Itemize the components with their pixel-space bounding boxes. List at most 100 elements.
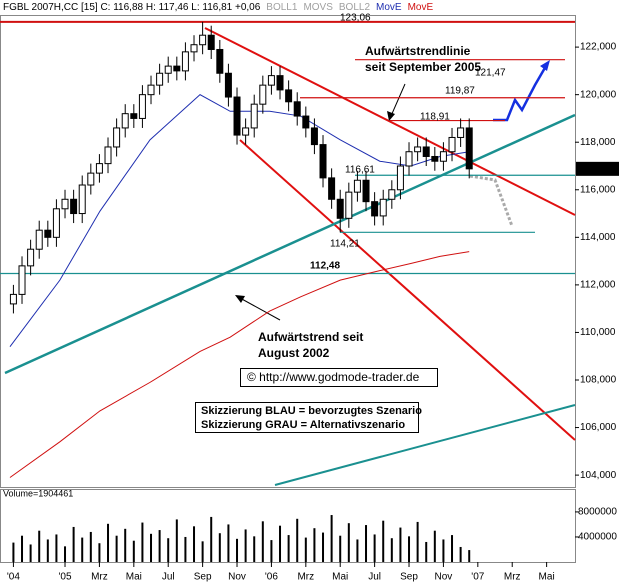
- volume-bar: [416, 521, 419, 562]
- level-label: 119,87: [445, 86, 475, 97]
- volume-bar: [132, 540, 135, 562]
- volume-bar: [218, 533, 221, 562]
- volume-bar: [227, 524, 230, 562]
- candle-body: [147, 84, 155, 96]
- volume-bar: [373, 534, 376, 562]
- arrowhead: [235, 295, 245, 303]
- candle-body: [233, 96, 241, 136]
- volume-bar: [459, 546, 462, 562]
- arrowhead: [387, 111, 395, 121]
- candle-body: [87, 172, 95, 186]
- volume-label: Volume=1904461: [3, 488, 73, 498]
- legend-entry: MovE: [408, 2, 434, 13]
- volume-bar: [365, 525, 368, 562]
- x-tick-label: Nov: [228, 572, 246, 583]
- uptrend-parallel: [274, 404, 576, 486]
- volume-bar: [382, 520, 385, 562]
- candle-body: [276, 75, 284, 91]
- copyright-box: [240, 368, 438, 387]
- y-tick-label: 106,000: [580, 422, 617, 433]
- candle-body: [259, 84, 267, 105]
- level-label: 123,06: [340, 13, 371, 24]
- candle-body: [250, 103, 258, 129]
- candle-body: [181, 51, 189, 72]
- volume-bar: [244, 529, 247, 562]
- volume-bar: [55, 534, 58, 562]
- candle-body: [302, 115, 310, 129]
- annotation: August 2002: [258, 346, 330, 360]
- y-tick-label: 104,000: [580, 470, 617, 481]
- candle-body: [9, 293, 17, 305]
- candle-body: [422, 146, 430, 157]
- moving-average: [9, 251, 470, 478]
- volume-bar: [399, 527, 402, 562]
- volume-bar: [322, 532, 325, 562]
- volume-bar: [193, 526, 196, 562]
- volume-bar: [451, 535, 454, 562]
- candle-body: [224, 72, 232, 98]
- volume-bar: [201, 541, 204, 562]
- x-tick-label: Mrz: [504, 572, 521, 583]
- candle-body: [199, 34, 207, 46]
- volume-bar: [167, 538, 170, 562]
- candle-body: [448, 136, 456, 153]
- candle-body: [328, 177, 336, 200]
- scenario-note: Skizzierung BLAU = bevorzugtes Szenario: [201, 405, 422, 417]
- candle-body: [405, 151, 413, 167]
- volume-bar: [46, 539, 49, 562]
- downtrend-parallel: [239, 139, 576, 441]
- volume-bar: [184, 536, 187, 562]
- volume-bar: [287, 535, 290, 562]
- candle-body: [216, 48, 224, 74]
- volume-bar: [339, 535, 342, 562]
- volume-bar: [38, 530, 41, 562]
- candle-body: [431, 155, 439, 162]
- y-tick-label: 118,000: [580, 137, 616, 148]
- annotation: Aufwärtstrend seit: [258, 330, 363, 344]
- uptrend-line: [4, 113, 576, 375]
- candle-body: [362, 179, 370, 203]
- x-tick-label: Sep: [194, 572, 212, 583]
- x-tick-label: Nov: [435, 572, 453, 583]
- candle-body: [207, 34, 215, 50]
- volume-bar: [175, 519, 178, 562]
- level-label: 118,91: [420, 112, 450, 123]
- candle-body: [345, 191, 353, 219]
- candle-body: [78, 184, 86, 215]
- volume-bar: [313, 528, 316, 562]
- gray-scenario: [469, 174, 514, 227]
- header-text: FGBL 2007H,CC [15] C: 116,88 H: 117,46 L…: [3, 2, 261, 13]
- trendlines: [0, 20, 576, 486]
- x-tick-label: Jul: [162, 572, 175, 583]
- indicator-name: BOLL2: [339, 2, 371, 13]
- x-tick-label: Mai: [126, 572, 142, 583]
- volume-bar: [468, 550, 471, 562]
- volume-bar: [356, 539, 359, 562]
- annotation-arrow: [239, 297, 281, 321]
- x-tick-label: '04: [7, 572, 20, 583]
- candle-body: [104, 146, 112, 165]
- y-tick-label: 116,000: [580, 184, 616, 195]
- candle-body: [457, 127, 465, 138]
- x-tick-label: '07: [471, 572, 484, 583]
- candle-body: [242, 127, 250, 136]
- volume-bar: [330, 515, 333, 562]
- candle-body: [52, 208, 60, 238]
- candle-body: [35, 229, 43, 250]
- volume-bar: [253, 536, 256, 562]
- x-tick-label: Mrz: [297, 572, 314, 583]
- candle-body: [61, 198, 69, 210]
- candle-body: [285, 89, 293, 103]
- y-tick-label: 122,000: [580, 42, 617, 53]
- y-tick-label: 108,000: [580, 375, 617, 386]
- volume-bar: [261, 521, 264, 562]
- candle-body: [465, 127, 473, 170]
- header: FGBL 2007H,CC [15] C: 116,88 H: 117,46 L…: [3, 2, 433, 13]
- copyright: © http://www.godmode-trader.de: [247, 370, 420, 384]
- volume-bar: [296, 518, 299, 562]
- level-label: 121,47: [475, 68, 506, 79]
- candle-body: [190, 44, 198, 53]
- volume-bar: [390, 538, 393, 562]
- candle-body: [319, 144, 327, 179]
- last-price-box: [576, 161, 619, 176]
